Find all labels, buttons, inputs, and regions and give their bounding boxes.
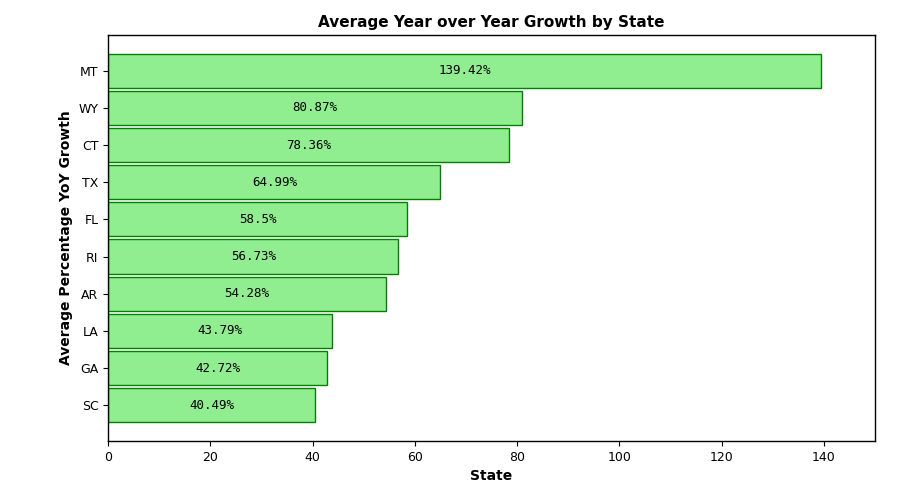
Bar — [108, 388, 315, 422]
Text: 80.87%: 80.87% — [292, 101, 337, 114]
Text: 56.73%: 56.73% — [231, 250, 276, 263]
Bar — [108, 202, 408, 236]
Text: 78.36%: 78.36% — [286, 138, 331, 151]
Text: 40.49%: 40.49% — [189, 399, 235, 412]
Bar — [108, 239, 398, 274]
Text: 54.28%: 54.28% — [225, 287, 270, 300]
Text: 42.72%: 42.72% — [195, 362, 240, 375]
Y-axis label: Average Percentage YoY Growth: Average Percentage YoY Growth — [59, 111, 73, 365]
Bar — [108, 351, 327, 385]
Bar — [108, 128, 509, 162]
Title: Average Year over Year Growth by State: Average Year over Year Growth by State — [318, 15, 665, 30]
Text: 58.5%: 58.5% — [239, 213, 277, 226]
Bar — [108, 165, 440, 199]
X-axis label: State: State — [471, 469, 512, 483]
Bar — [108, 91, 521, 125]
Text: 43.79%: 43.79% — [198, 325, 243, 338]
Bar — [108, 54, 821, 88]
Bar — [108, 277, 386, 311]
Bar — [108, 314, 332, 348]
Text: 64.99%: 64.99% — [252, 176, 297, 189]
Text: 139.42%: 139.42% — [438, 64, 491, 77]
